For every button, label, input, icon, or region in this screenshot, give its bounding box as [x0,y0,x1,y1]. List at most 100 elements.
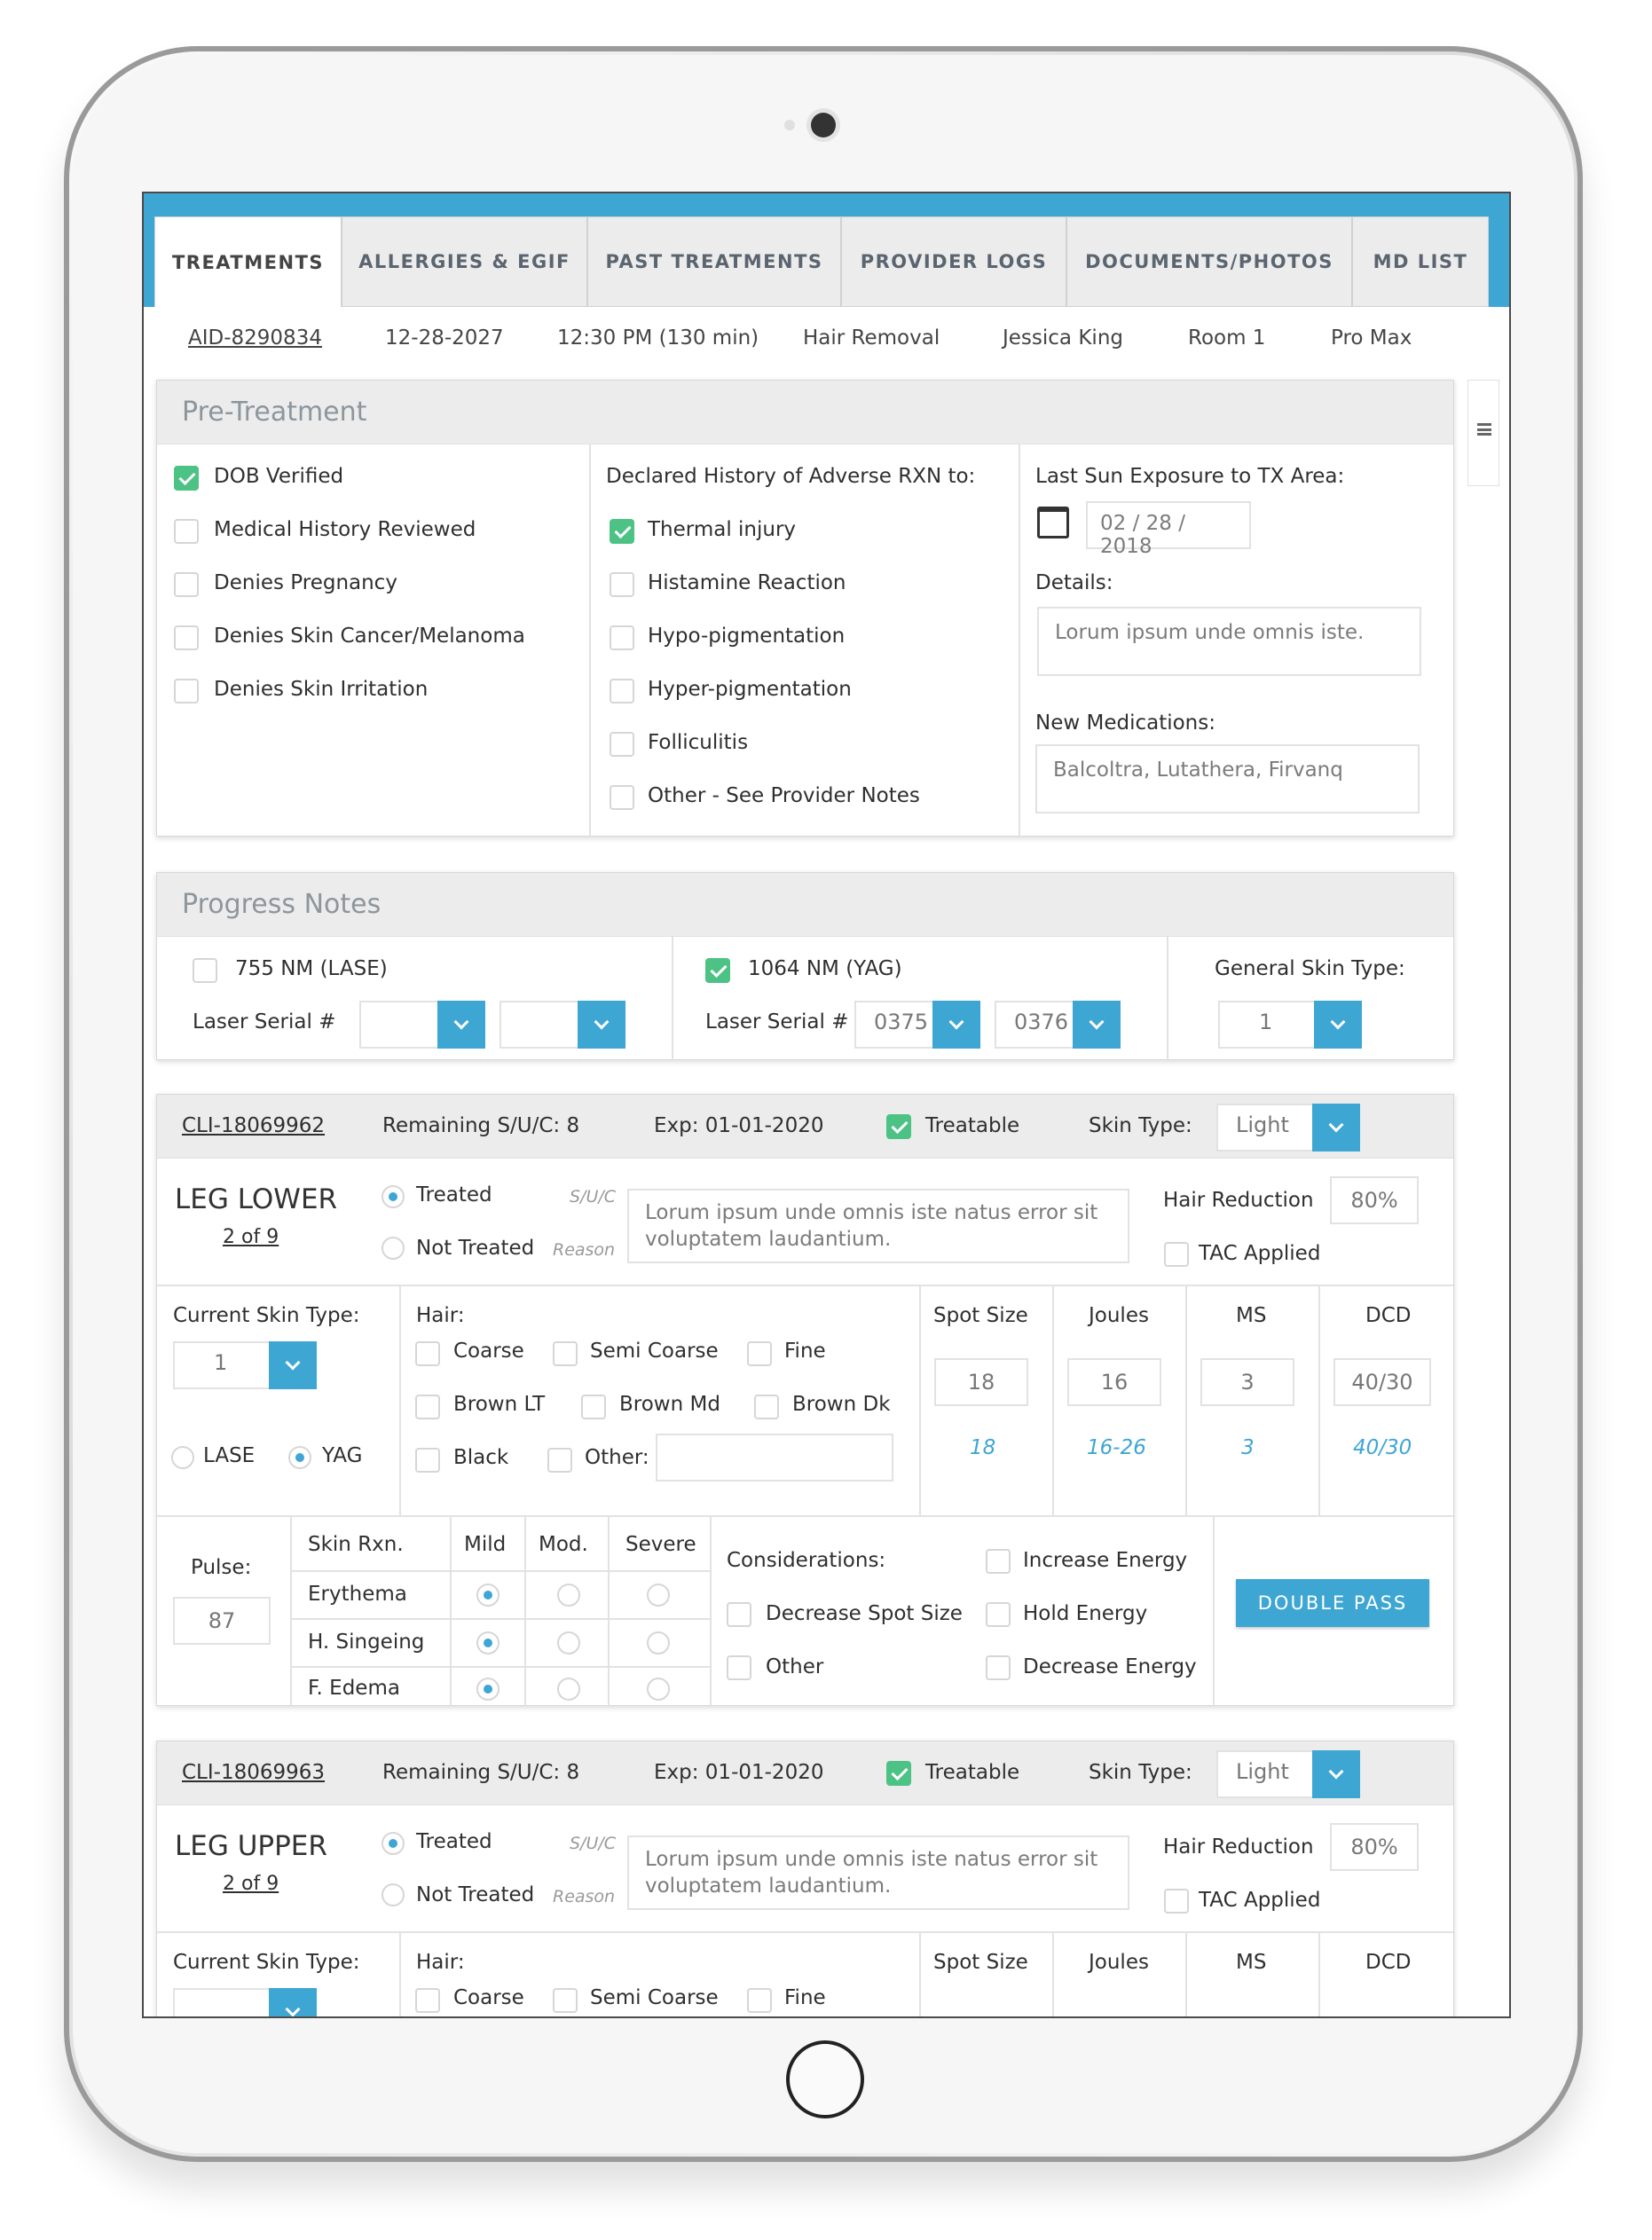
not-treated-radio[interactable] [382,1883,405,1906]
singeing-severe-radio[interactable] [647,1631,670,1654]
hair-other-input[interactable] [656,1434,893,1482]
dropdown-value: 0376 [1014,1010,1069,1034]
hair-fine-checkbox[interactable] [747,1988,772,2013]
ms-input[interactable]: 3 [1200,1358,1294,1406]
treatable-checkbox[interactable] [886,1761,911,1786]
erythema-severe-radio[interactable] [647,1584,670,1607]
edema-mild-radio[interactable] [476,1678,500,1701]
hair-semi-coarse-checkbox[interactable] [553,1341,578,1366]
menu-icon[interactable] [1477,423,1491,436]
joules-input[interactable]: 16 [1067,1358,1161,1406]
hair-black-checkbox[interactable] [415,1448,440,1473]
skin-type-dropdown[interactable]: Light [1216,1104,1360,1151]
hair-coarse-checkbox[interactable] [415,1341,440,1366]
hold-energy-checkbox[interactable] [986,1602,1011,1627]
histamine-checkbox[interactable] [610,572,634,597]
hyper-pigmentation-checkbox[interactable] [610,679,634,703]
check-label: Denies Skin Cancer/Melanoma [214,625,525,648]
area-count-link[interactable]: 2 of 9 [223,1873,279,1895]
erythema-mod-radio[interactable] [557,1584,580,1607]
current-skin-type-dropdown[interactable] [173,1988,317,2016]
hair-brown-dk-checkbox[interactable] [754,1395,779,1419]
tab-documents-photos[interactable]: DOCUMENTS/PHOTOS [1066,216,1352,307]
sun-exposure-date-input[interactable]: 02 / 28 / 2018 [1086,501,1251,558]
spot-size-input[interactable]: 18 [934,1358,1028,1406]
lase-radio[interactable] [171,1446,194,1469]
folliculitis-checkbox[interactable] [610,732,634,757]
home-button[interactable] [786,2040,864,2118]
current-skin-type-dropdown[interactable]: 1 [173,1341,317,1389]
check-label: Other [766,1655,824,1678]
edema-mod-radio[interactable] [557,1678,580,1701]
hair-brown-lt-checkbox[interactable] [415,1395,440,1419]
not-treated-radio[interactable] [382,1237,405,1260]
hair-other-checkbox[interactable] [547,1448,572,1473]
increase-energy-checkbox[interactable] [986,1549,1011,1574]
yag-radio[interactable] [288,1446,311,1469]
dob-verified-checkbox[interactable] [174,466,199,491]
treatment-note-input[interactable]: Lorum ipsum unde omnis iste natus error … [627,1835,1129,1910]
area-count-link[interactable]: 2 of 9 [223,1226,279,1248]
tac-applied-checkbox[interactable] [1164,1242,1189,1267]
not-treated-label: Not Treated [416,1883,535,1906]
param-hint: 3 [1241,1436,1255,1459]
cli-link[interactable]: CLI-18069963 [182,1761,326,1784]
panel-title: Pre-Treatment [182,397,367,428]
dropdown-value: 1 [1259,1010,1273,1034]
skin-type-dropdown[interactable]: Light [1216,1750,1360,1798]
side-menu-rail[interactable] [1467,380,1499,486]
tab-treatments[interactable]: TREATMENTS [154,216,342,307]
yag-serial-dropdown-2[interactable]: 0376 [995,1001,1121,1049]
treatable-checkbox[interactable] [886,1114,911,1139]
denies-skin-irritation-checkbox[interactable] [174,679,199,703]
yag-serial-dropdown-1[interactable]: 0375 [854,1001,980,1049]
hair-brown-md-checkbox[interactable] [581,1395,606,1419]
hypo-pigmentation-checkbox[interactable] [610,625,634,650]
lase-checkbox[interactable] [193,958,217,983]
hair-semi-coarse-checkbox[interactable] [553,1988,578,2013]
thermal-injury-checkbox[interactable] [610,519,634,544]
new-medications-input[interactable]: Balcoltra, Lutathera, Firvanq [1035,744,1420,813]
treatment-area-card: CLI-18069963 Remaining S/U/C: 8 Exp: 01-… [156,1741,1455,2016]
hair-fine-checkbox[interactable] [747,1341,772,1366]
lase-serial-dropdown-1[interactable] [359,1001,485,1049]
suc-hint: S/U/C [570,1834,617,1853]
treatment-note-input[interactable]: Lorum ipsum unde omnis iste natus error … [627,1189,1129,1263]
treated-radio[interactable] [382,1185,405,1208]
tac-applied-checkbox[interactable] [1164,1889,1189,1914]
check-label: Hold Energy [1023,1602,1148,1625]
tab-allergies[interactable]: ALLERGIES & EGIF [342,216,587,307]
tab-provider-logs[interactable]: PROVIDER LOGS [841,216,1066,307]
tab-bar: TREATMENTS ALLERGIES & EGIF PAST TREATME… [144,193,1509,307]
dcd-input[interactable]: 40/30 [1333,1358,1431,1406]
treated-radio[interactable] [382,1832,405,1855]
tab-past-treatments[interactable]: PAST TREATMENTS [587,216,841,307]
current-skin-type-label: Current Skin Type: [173,1304,360,1327]
other-consideration-checkbox[interactable] [727,1655,751,1680]
decrease-spot-size-checkbox[interactable] [727,1602,751,1627]
decrease-energy-checkbox[interactable] [986,1655,1011,1680]
chevron-down-icon [1312,1750,1360,1798]
calendar-icon[interactable] [1037,507,1069,538]
general-skin-type-dropdown[interactable]: 1 [1218,1001,1362,1049]
other-provider-notes-checkbox[interactable] [610,785,634,810]
medical-history-checkbox[interactable] [174,519,199,544]
cli-link[interactable]: CLI-18069962 [182,1114,326,1137]
denies-pregnancy-checkbox[interactable] [174,572,199,597]
edema-severe-radio[interactable] [647,1678,670,1701]
hair-reduction-input[interactable]: 80% [1330,1823,1419,1871]
singeing-mild-radio[interactable] [476,1631,500,1654]
pulse-input[interactable]: 87 [173,1597,271,1645]
lase-serial-dropdown-2[interactable] [500,1001,625,1049]
singeing-mod-radio[interactable] [557,1631,580,1654]
appointment-id-link[interactable]: AID-8290834 [188,326,322,350]
tab-md-list[interactable]: MD LIST [1352,216,1489,307]
details-input[interactable]: Lorum ipsum unde omnis iste. [1037,607,1421,676]
remaining-suc: Remaining S/U/C: 8 [382,1114,580,1137]
erythema-mild-radio[interactable] [476,1584,500,1607]
yag-checkbox[interactable] [705,958,730,983]
denies-skin-cancer-checkbox[interactable] [174,625,199,650]
hair-reduction-input[interactable]: 80% [1330,1176,1419,1224]
hair-coarse-checkbox[interactable] [415,1988,440,2013]
double-pass-button[interactable]: DOUBLE PASS [1236,1579,1429,1627]
